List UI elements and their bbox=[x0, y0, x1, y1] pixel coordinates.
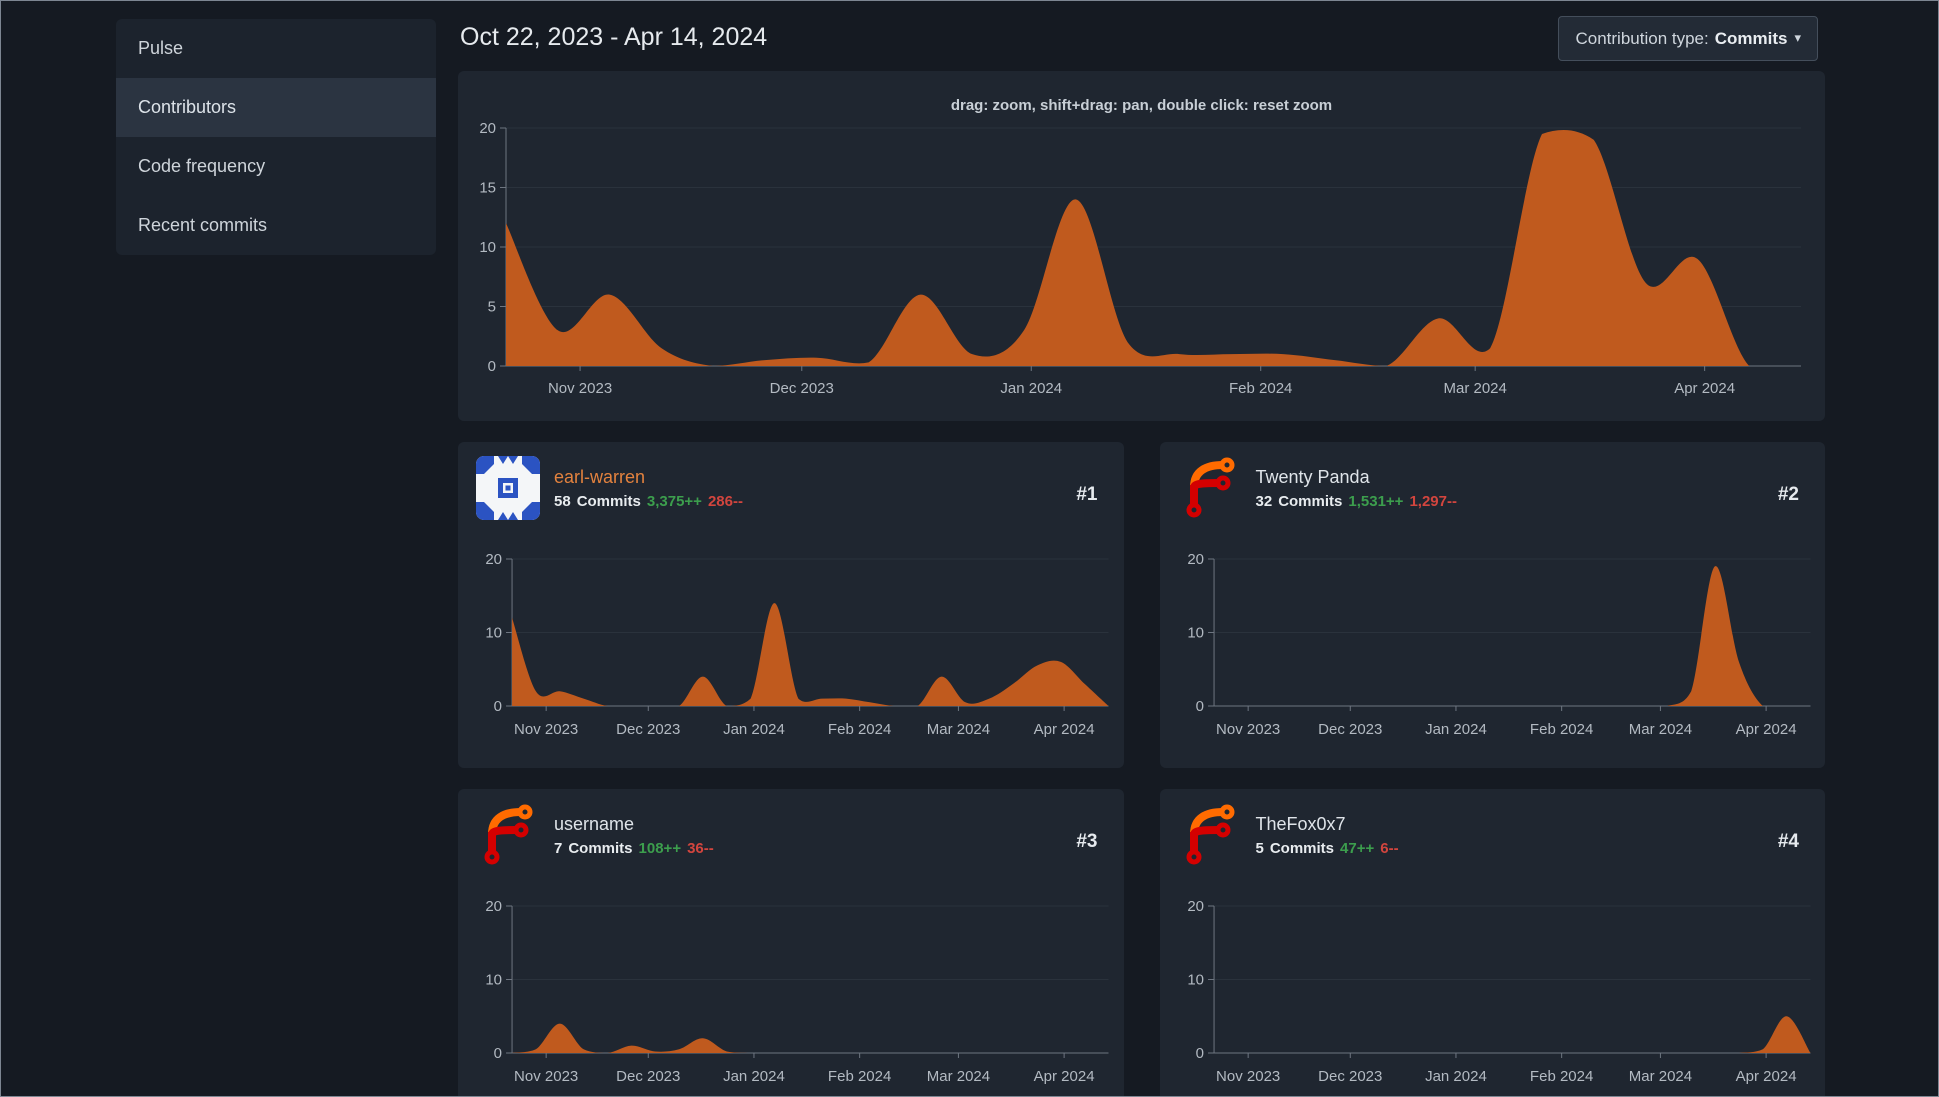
svg-text:Mar 2024: Mar 2024 bbox=[927, 721, 990, 738]
svg-text:15: 15 bbox=[479, 180, 496, 197]
commit-label: Commits bbox=[568, 840, 633, 857]
svg-text:Nov 2023: Nov 2023 bbox=[1216, 1068, 1280, 1085]
svg-text:Dec 2023: Dec 2023 bbox=[1318, 1068, 1382, 1085]
contributor-card: TheFox0x7 5 Commits 47++ 6-- #4 0 10 20 Nov 20… bbox=[1159, 789, 1826, 1096]
commit-count: 5 bbox=[1255, 840, 1264, 857]
contribution-type-label: Contribution type: bbox=[1575, 28, 1709, 48]
deletions-count: 1,297-- bbox=[1409, 493, 1457, 510]
deletions-count: 286-- bbox=[707, 493, 743, 510]
svg-text:Nov 2023: Nov 2023 bbox=[1216, 721, 1280, 738]
svg-text:Feb 2024: Feb 2024 bbox=[828, 721, 891, 738]
svg-text:10: 10 bbox=[485, 972, 502, 989]
svg-text:0: 0 bbox=[494, 698, 502, 715]
additions-count: 47++ bbox=[1340, 840, 1375, 857]
commit-count: 32 bbox=[1255, 493, 1273, 510]
svg-text:Jan 2024: Jan 2024 bbox=[1000, 380, 1062, 397]
svg-text:20: 20 bbox=[479, 120, 496, 137]
svg-text:0: 0 bbox=[494, 1045, 502, 1062]
contributor-cards-row-1: earl-warren 58 Commits 3,375++ 286-- #1 0 10… bbox=[458, 442, 1825, 768]
contributor-commits-chart[interactable]: 0 10 20 Nov 2023 Dec 2023 Jan 2024 Feb 2024 Mar… bbox=[1160, 442, 1826, 768]
svg-text:Dec 2023: Dec 2023 bbox=[1318, 721, 1382, 738]
commit-count: 7 bbox=[554, 840, 563, 857]
contributor-card: earl-warren 58 Commits 3,375++ 286-- #1 0 10… bbox=[458, 442, 1124, 768]
svg-text:Jan 2024: Jan 2024 bbox=[1425, 721, 1487, 738]
chart-zoom-hint: drag: zoom, shift+drag: pan, double clic… bbox=[950, 97, 1333, 114]
svg-text:5: 5 bbox=[488, 299, 496, 316]
additions-count: 3,375++ bbox=[646, 493, 702, 510]
svg-text:Mar 2024: Mar 2024 bbox=[1628, 721, 1691, 738]
svg-text:0: 0 bbox=[488, 358, 496, 375]
svg-text:0: 0 bbox=[1195, 698, 1203, 715]
svg-text:Apr 2024: Apr 2024 bbox=[1735, 1068, 1796, 1085]
avatar[interactable] bbox=[476, 803, 540, 867]
contributor-name-link[interactable]: Twenty Panda bbox=[1255, 467, 1370, 487]
svg-text:20: 20 bbox=[485, 551, 502, 568]
svg-text:Mar 2024: Mar 2024 bbox=[1443, 380, 1506, 397]
commit-count: 58 bbox=[554, 493, 571, 510]
contributor-card: username 7 Commits 108++ 36-- #3 0 10 20 Nov 2… bbox=[458, 789, 1124, 1096]
svg-text:Mar 2024: Mar 2024 bbox=[1628, 1068, 1691, 1085]
sidebar-item-recent-commits[interactable]: Recent commits bbox=[138, 215, 268, 235]
deletions-count: 6-- bbox=[1380, 840, 1399, 857]
contributor-card: Twenty Panda 32 Commits 1,531++ 1,297-- #2 … bbox=[1159, 442, 1826, 768]
contributor-commits-chart[interactable]: 0 10 20 Nov 2023 Dec 2023 Jan 2024 Feb 2024 Mar… bbox=[458, 442, 1124, 768]
svg-text:20: 20 bbox=[1187, 551, 1204, 568]
contribution-type-dropdown[interactable]: Contribution type: Commits ▾ bbox=[1558, 16, 1818, 61]
overall-commits-chart[interactable]: 0 5 10 15 20 Nov 2023 Dec 2023 Jan 2024 Feb 2024… bbox=[458, 71, 1825, 421]
rank-badge: #3 bbox=[1076, 831, 1098, 852]
svg-text:10: 10 bbox=[1187, 972, 1204, 989]
sidebar-item-code-frequency[interactable]: Code frequency bbox=[138, 156, 266, 176]
svg-text:Feb 2024: Feb 2024 bbox=[828, 1068, 891, 1085]
additions-count: 1,531++ bbox=[1348, 493, 1404, 510]
svg-text:Jan 2024: Jan 2024 bbox=[723, 1068, 785, 1085]
svg-text:Dec 2023: Dec 2023 bbox=[770, 380, 834, 397]
svg-text:0: 0 bbox=[1195, 1045, 1203, 1062]
svg-text:Apr 2024: Apr 2024 bbox=[1034, 721, 1095, 738]
contributor-name-link[interactable]: earl-warren bbox=[554, 467, 646, 487]
svg-text:10: 10 bbox=[479, 239, 496, 256]
commit-label: Commits bbox=[576, 493, 641, 510]
contributor-name-link[interactable]: TheFox0x7 bbox=[1255, 814, 1346, 834]
svg-text:10: 10 bbox=[485, 625, 502, 642]
svg-text:Feb 2024: Feb 2024 bbox=[1229, 380, 1292, 397]
date-range-heading: Oct 22, 2023 - Apr 14, 2024 bbox=[460, 23, 768, 51]
rank-badge: #4 bbox=[1777, 831, 1799, 852]
svg-text:Apr 2024: Apr 2024 bbox=[1674, 380, 1735, 397]
rank-badge: #2 bbox=[1777, 484, 1799, 505]
overall-commits-chart-card: drag: zoom, shift+drag: pan, double clic… bbox=[458, 71, 1825, 421]
svg-text:Apr 2024: Apr 2024 bbox=[1735, 721, 1796, 738]
svg-text:Dec 2023: Dec 2023 bbox=[616, 721, 680, 738]
avatar[interactable] bbox=[476, 456, 540, 520]
svg-text:Jan 2024: Jan 2024 bbox=[723, 721, 785, 738]
sidebar-item-pulse[interactable]: Pulse bbox=[138, 38, 184, 58]
svg-text:10: 10 bbox=[1187, 625, 1204, 642]
sidebar-item-contributors[interactable]: Contributors bbox=[116, 78, 436, 137]
svg-text:Nov 2023: Nov 2023 bbox=[548, 380, 612, 397]
svg-text:Apr 2024: Apr 2024 bbox=[1034, 1068, 1095, 1085]
contributor-name-link[interactable]: username bbox=[554, 814, 635, 834]
commit-label: Commits bbox=[1269, 840, 1335, 857]
svg-text:Feb 2024: Feb 2024 bbox=[1529, 721, 1592, 738]
svg-text:20: 20 bbox=[485, 898, 502, 915]
activity-sidebar: Pulse Contributors Code frequency Recent… bbox=[116, 19, 436, 255]
svg-text:Nov 2023: Nov 2023 bbox=[514, 721, 578, 738]
additions-count: 108++ bbox=[638, 840, 682, 857]
svg-text:Jan 2024: Jan 2024 bbox=[1425, 1068, 1487, 1085]
avatar[interactable] bbox=[1178, 456, 1242, 520]
chevron-down-icon: ▾ bbox=[1794, 29, 1801, 45]
svg-text:Feb 2024: Feb 2024 bbox=[1529, 1068, 1592, 1085]
svg-text:Nov 2023: Nov 2023 bbox=[514, 1068, 578, 1085]
contributor-cards-row-2: username 7 Commits 108++ 36-- #3 0 10 20 Nov 2… bbox=[458, 789, 1826, 1096]
avatar[interactable] bbox=[1178, 803, 1242, 867]
contributor-commits-chart[interactable]: 0 10 20 Nov 2023 Dec 2023 Jan 2024 Feb 2024 Mar… bbox=[458, 789, 1124, 1096]
commit-label: Commits bbox=[1278, 493, 1343, 510]
svg-text:20: 20 bbox=[1187, 898, 1204, 915]
rank-badge: #1 bbox=[1076, 484, 1098, 505]
svg-text:Mar 2024: Mar 2024 bbox=[927, 1068, 990, 1085]
contribution-type-value: Commits bbox=[1714, 28, 1788, 48]
contributor-commits-chart[interactable]: 0 10 20 Nov 2023 Dec 2023 Jan 2024 Feb 2024 Mar… bbox=[1160, 789, 1826, 1096]
deletions-count: 36-- bbox=[687, 840, 714, 857]
svg-text:Dec 2023: Dec 2023 bbox=[616, 1068, 680, 1085]
